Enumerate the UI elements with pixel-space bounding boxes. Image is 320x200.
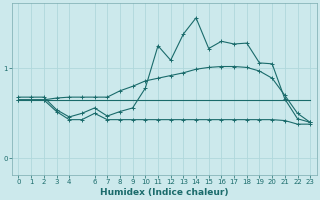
X-axis label: Humidex (Indice chaleur): Humidex (Indice chaleur) [100, 188, 228, 197]
